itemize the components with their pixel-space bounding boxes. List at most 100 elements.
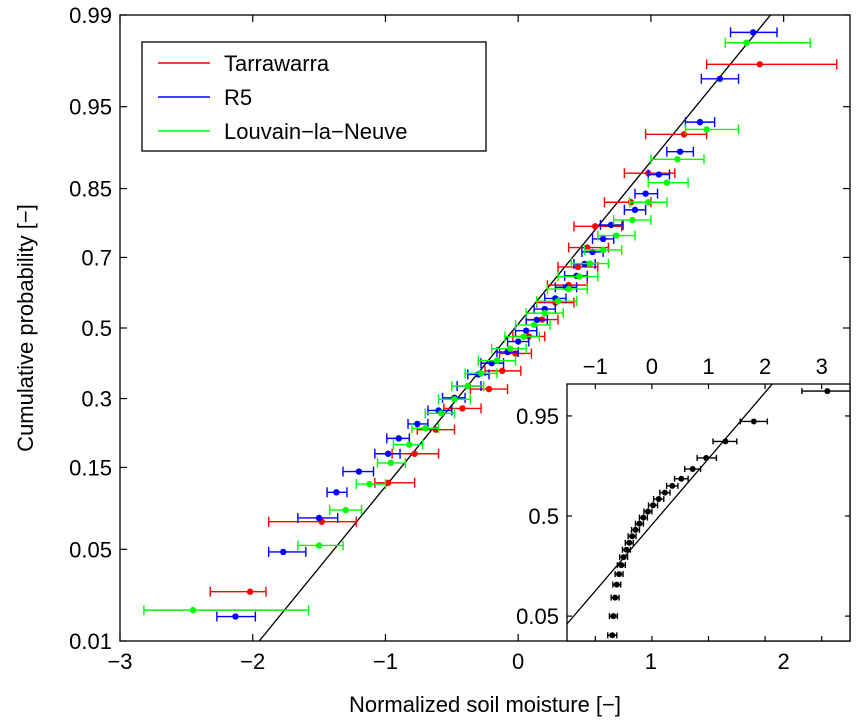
- main-louvain-la-neuve-point: [743, 39, 750, 46]
- inset-series-series-0: [607, 388, 850, 639]
- inset-series-0-point: [618, 562, 625, 569]
- main-tarrawarra-point: [499, 367, 506, 375]
- main-r5-point: [599, 235, 607, 243]
- main-louvain-la-neuve-point: [342, 506, 349, 514]
- main-y-axis-label: Cumulative probability [−]: [13, 204, 38, 452]
- main-louvain-la-neuve-point: [189, 606, 197, 614]
- inset-series-0-point: [661, 489, 668, 496]
- inset-series-0-point: [609, 632, 616, 639]
- main-y-tick-label: 0.3: [81, 387, 112, 412]
- main-y-tick-label: 0.99: [69, 3, 112, 28]
- main-tarrawarra-point: [459, 405, 466, 412]
- main-r5-point: [642, 190, 649, 197]
- main-louvain-la-neuve-point: [422, 425, 429, 432]
- main-x-tick-label: −3: [107, 649, 132, 674]
- legend-label-r5: R5: [224, 85, 252, 110]
- inset-series-0-point: [632, 526, 639, 533]
- inset-y-tick-label: 0.95: [516, 404, 559, 429]
- inset-series-0-point: [616, 571, 623, 578]
- legend-label-louvain-la-neuve: Louvain−la−Neuve: [224, 119, 407, 144]
- main-r5-point: [533, 316, 540, 324]
- inset-x-tick-label: −1: [583, 354, 608, 379]
- main-x-axis-label: Normalized soil moisture [−]: [349, 692, 621, 717]
- inset-chart: −1 0 1 2 3 0.05 0.5 0.95: [516, 354, 851, 642]
- main-x-tick-label: 1: [645, 649, 657, 674]
- inset-series-0-point: [722, 438, 729, 445]
- main-y-tick-label: 0.05: [69, 537, 112, 562]
- main-r5-point: [384, 450, 392, 457]
- main-louvain-la-neuve-point: [530, 321, 538, 329]
- inset-series-0-point: [669, 482, 676, 489]
- main-louvain-la-neuve-point: [554, 297, 562, 305]
- inset-series-0-point: [629, 533, 636, 540]
- main-y-tick-label: 0.01: [69, 629, 112, 654]
- inset-series-0-point: [703, 454, 710, 461]
- main-louvain-la-neuve-point: [438, 410, 445, 417]
- inset-series-0-point: [610, 613, 617, 620]
- main-series-louvain-la-neuve: [143, 37, 811, 616]
- main-tarrawarra-point: [584, 244, 591, 251]
- main-tarrawarra-point: [591, 223, 599, 230]
- inset-reference-line: [567, 384, 774, 625]
- main-r5-point: [333, 489, 340, 496]
- main-r5-point: [676, 148, 684, 155]
- main-y-tick-label: 0.85: [69, 177, 112, 202]
- main-louvain-la-neuve-point: [451, 396, 458, 403]
- main-louvain-la-neuve-point: [586, 260, 594, 267]
- inset-series-0-point: [678, 475, 685, 482]
- main-louvain-la-neuve-point: [387, 459, 394, 467]
- main-chart-marks: [143, 15, 838, 641]
- inset-x-tick-label: 0: [646, 354, 658, 379]
- main-r5-point: [315, 514, 323, 522]
- main-y-tick-label: 0.15: [69, 455, 112, 480]
- main-r5-point: [232, 613, 239, 620]
- main-louvain-la-neuve-point: [493, 357, 501, 364]
- main-louvain-la-neuve-point: [406, 441, 413, 448]
- main-louvain-la-neuve-point: [613, 232, 620, 239]
- main-chart: −3 −2 −1 0 1 2 0.01 0.05 0.15 0.3 0.5 0.7 0.85 0.95 0.…: [13, 3, 851, 717]
- inset-series-0-point: [620, 554, 627, 561]
- main-louvain-la-neuve-point: [464, 382, 471, 390]
- main-tarrawarra-point: [411, 450, 418, 457]
- inset-y-tick-label: 0.05: [516, 604, 559, 629]
- inset-series-0-point: [623, 546, 630, 553]
- main-r5-point: [716, 75, 724, 82]
- main-r5-point: [696, 118, 704, 126]
- main-louvain-la-neuve-point: [315, 542, 323, 549]
- main-r5-point: [280, 548, 287, 556]
- main-louvain-la-neuve-point: [576, 273, 583, 280]
- main-x-tick-label: −1: [373, 649, 398, 674]
- main-louvain-la-neuve-point: [541, 309, 548, 317]
- main-tarrawarra-point: [574, 263, 582, 271]
- main-clipped-marks: [143, 15, 838, 641]
- main-louvain-la-neuve-point: [703, 126, 710, 133]
- inset-series-0-point: [650, 502, 657, 509]
- inset-series-0-point: [689, 466, 696, 473]
- inset-background: [567, 384, 850, 641]
- main-louvain-la-neuve-point: [507, 345, 514, 352]
- main-louvain-la-neuve-point: [599, 246, 607, 254]
- inset-y-tick-label: 0.5: [528, 504, 559, 529]
- main-r5-point: [749, 29, 757, 36]
- main-louvain-la-neuve-point: [629, 216, 636, 224]
- main-y-tick-label: 0.7: [81, 245, 112, 270]
- main-louvain-la-neuve-point: [477, 370, 485, 377]
- main-tarrawarra-point: [680, 131, 688, 138]
- main-x-tick-label: 0: [512, 649, 524, 674]
- main-r5-point: [607, 221, 615, 229]
- inset-series-0-point: [626, 539, 633, 546]
- main-louvain-la-neuve-point: [674, 156, 681, 163]
- main-tarrawarra-point: [246, 588, 254, 595]
- main-y-tick-label: 0.95: [69, 95, 112, 120]
- main-axes: −3 −2 −1 0 1 2 0.01 0.05 0.15 0.3 0.5 0.7 0.85 0.95 0.…: [69, 3, 850, 674]
- main-x-tick-label: 2: [778, 649, 790, 674]
- main-tarrawarra-point: [756, 61, 763, 68]
- main-r5-point: [488, 359, 495, 367]
- main-r5-point: [355, 468, 363, 475]
- inset-series-0-point: [636, 520, 643, 527]
- main-r5-point: [395, 435, 402, 442]
- main-r5-point: [655, 171, 663, 178]
- inset-series-0-point: [644, 508, 651, 515]
- inset-chart-marks: [567, 384, 850, 639]
